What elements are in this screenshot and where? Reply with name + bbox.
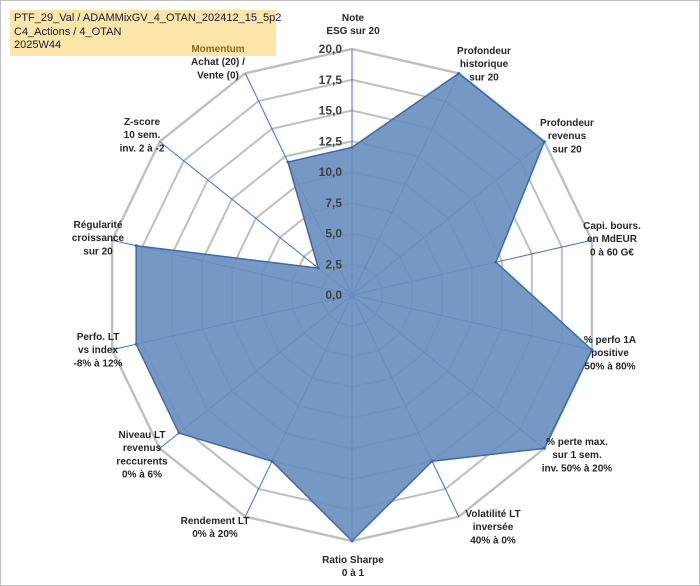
tick-label-2: 5,0	[325, 227, 342, 241]
axis-label-13: Momentum Achat (20) / Vente (0)	[191, 44, 245, 81]
series-point-5	[542, 446, 546, 450]
tick-label-7: 17,5	[319, 73, 343, 87]
axis-label-9: Niveau LT revenus reccurents 0% à 6%	[116, 430, 168, 481]
header-line-1: PTF_29_Val / ADAMMixGV_4_OTAN_202412_15_…	[14, 12, 282, 24]
series-point-2	[542, 140, 546, 144]
series-point-13	[286, 160, 290, 164]
series-point-0	[350, 145, 354, 149]
tick-label-1: 2,5	[325, 257, 342, 271]
axis-label-12: Z-score 10 sem. inv. 2 à -2	[120, 117, 165, 154]
axis-label-7: Ratio Sharpe 0 à 1	[322, 555, 384, 579]
axis-label-11: Régularité croissance sur 20	[72, 220, 125, 257]
radar-tick-labels: 0,0 2,5 5,0 7,5 10,0 12,5 15,0 17,5 20,0	[319, 42, 343, 302]
header-line-3: 2025W44	[14, 39, 62, 51]
axis-label-5: % perte max. sur 1 sem. inv. 50% à 20%	[542, 437, 613, 474]
series-point-1	[457, 71, 461, 75]
axis-label-2: Profondeur revenus sur 20	[540, 118, 594, 155]
series-point-4	[590, 348, 594, 352]
series-point-9	[177, 431, 181, 435]
series-point-3	[494, 260, 498, 264]
axis-label-1: Profondeur historique sur 20	[457, 46, 511, 83]
chart-header: PTF_29_Val / ADAMMixGV_4_OTAN_202412_15_…	[10, 10, 282, 56]
tick-label-6: 15,0	[319, 104, 343, 118]
axis-label-3: Capi. bours. en MdEUR 0 à 60 G€	[583, 221, 641, 258]
axis-label-10: Perfo. LT vs index -8% à 12%	[74, 332, 123, 369]
axis-label-4: % perfo 1A positive 50% à 80%	[584, 335, 636, 372]
radar-axis-labels: Note ESG sur 20 Profondeur historique sur 20…	[72, 13, 641, 579]
axis-label-8: Rendement LT 0% à 20%	[181, 516, 250, 540]
tick-label-8: 20,0	[319, 42, 343, 56]
series-point-11	[134, 244, 138, 248]
header-line-2: C4_Actions / 4_OTAN	[14, 25, 122, 38]
tick-label-3: 7,5	[325, 196, 342, 210]
tick-label-0: 0,0	[325, 288, 342, 302]
series-point-12	[316, 266, 320, 270]
radar-series	[134, 71, 594, 543]
series-point-10	[134, 342, 138, 346]
series-point-6	[430, 459, 434, 463]
series-point-8	[270, 459, 274, 463]
tick-label-4: 10,0	[319, 165, 343, 179]
series-point-7	[350, 539, 354, 543]
axis-label-6: Volatilité LT inversée 40% à 0%	[465, 509, 520, 546]
tick-label-5: 12,5	[319, 134, 343, 148]
axis-label-0: Note ESG sur 20	[326, 13, 380, 37]
